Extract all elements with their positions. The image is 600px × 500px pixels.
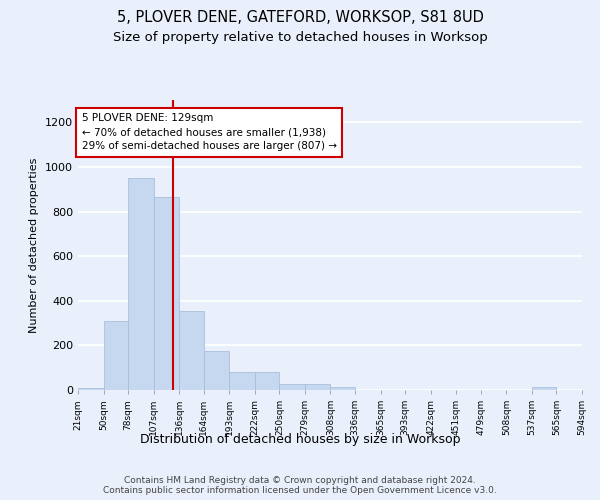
- Bar: [154, 197, 179, 390]
- Y-axis label: Number of detached properties: Number of detached properties: [29, 158, 40, 332]
- Bar: [280, 384, 305, 390]
- Bar: [128, 178, 154, 390]
- Text: 5, PLOVER DENE, GATEFORD, WORKSOP, S81 8UD: 5, PLOVER DENE, GATEFORD, WORKSOP, S81 8…: [116, 10, 484, 25]
- Bar: [104, 321, 128, 390]
- Bar: [305, 384, 331, 390]
- Bar: [532, 388, 556, 390]
- Bar: [78, 388, 104, 390]
- Bar: [204, 351, 229, 390]
- Bar: [255, 372, 280, 390]
- Bar: [331, 387, 355, 390]
- Text: Distribution of detached houses by size in Worksop: Distribution of detached houses by size …: [140, 432, 460, 446]
- Text: Size of property relative to detached houses in Worksop: Size of property relative to detached ho…: [113, 31, 487, 44]
- Bar: [229, 372, 255, 390]
- Bar: [179, 311, 204, 390]
- Text: Contains HM Land Registry data © Crown copyright and database right 2024.
Contai: Contains HM Land Registry data © Crown c…: [103, 476, 497, 495]
- Text: 5 PLOVER DENE: 129sqm
← 70% of detached houses are smaller (1,938)
29% of semi-d: 5 PLOVER DENE: 129sqm ← 70% of detached …: [82, 114, 337, 152]
